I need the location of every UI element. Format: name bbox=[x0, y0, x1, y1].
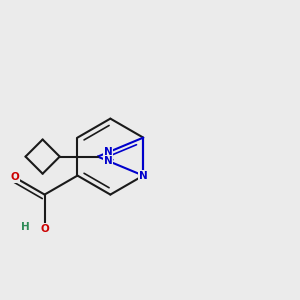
Text: N: N bbox=[104, 156, 112, 166]
Text: O: O bbox=[11, 172, 20, 182]
Text: O: O bbox=[40, 224, 49, 234]
Text: N: N bbox=[104, 147, 112, 157]
Text: N: N bbox=[139, 171, 148, 181]
Text: H: H bbox=[21, 222, 30, 232]
